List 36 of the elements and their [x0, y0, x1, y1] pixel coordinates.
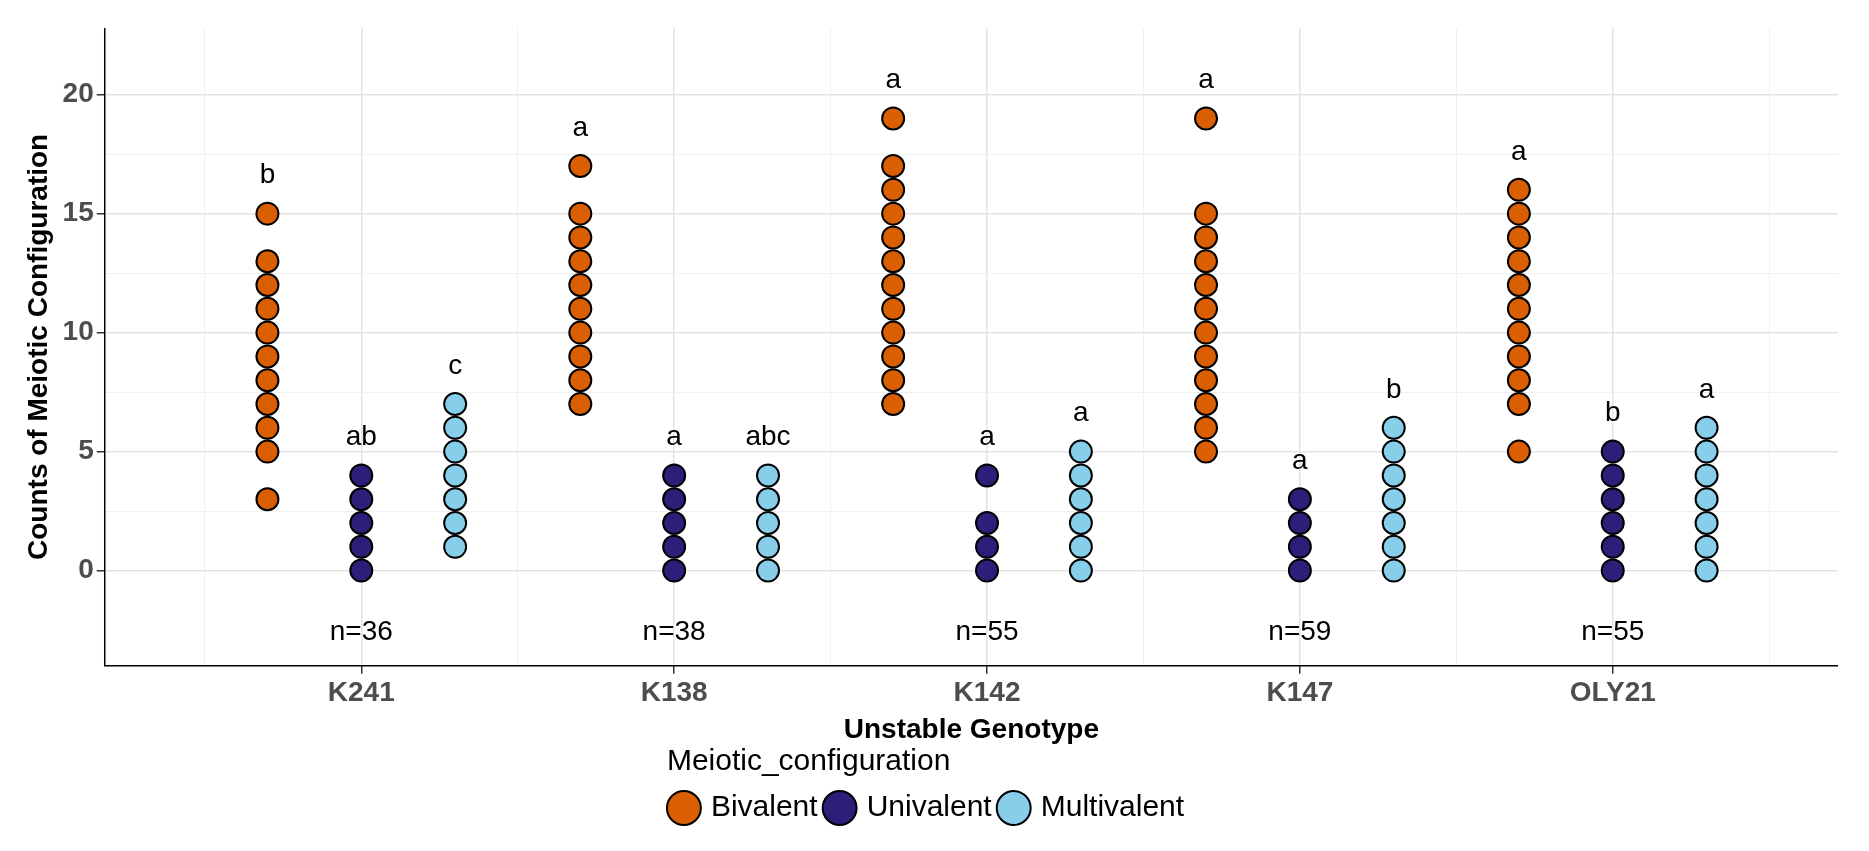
annotation: b	[259, 158, 276, 190]
x-axis-title: Unstable Genotype	[843, 712, 1099, 744]
x-tick-label: OLY21	[1569, 676, 1656, 708]
annotation: n=59	[1268, 614, 1332, 646]
annotation: b	[1385, 372, 1402, 404]
y-tick-label: 20	[62, 77, 94, 109]
annotation: a	[1292, 443, 1309, 475]
x-tick-label: K138	[640, 676, 708, 708]
annotation: ab	[345, 420, 377, 452]
legend-title: Meiotic_configuration	[666, 743, 951, 777]
legend-label: Multivalent	[1040, 789, 1185, 823]
y-tick-label: 0	[78, 553, 94, 585]
annotation: n=55	[1581, 614, 1645, 646]
annotation: a	[1511, 134, 1528, 166]
annotation: a	[979, 420, 996, 452]
annotation: c	[448, 348, 463, 380]
annotation: n=38	[642, 614, 706, 646]
annotation: n=36	[329, 614, 393, 646]
annotation: a	[1198, 63, 1215, 95]
y-tick-label: 15	[62, 196, 94, 228]
annotation: a	[1698, 372, 1715, 404]
y-axis-title: Counts of Meiotic Configuration	[21, 133, 53, 560]
annotation: b	[1604, 396, 1621, 428]
legend-label: Bivalent	[710, 789, 819, 823]
legend-label: Univalent	[866, 789, 993, 823]
annotation: a	[885, 63, 902, 95]
annotation: a	[572, 110, 589, 142]
x-tick-label: K241	[327, 676, 395, 708]
annotation: a	[1073, 396, 1090, 428]
x-tick-label: K147	[1266, 676, 1334, 708]
y-tick-label: 5	[78, 434, 94, 466]
x-tick-label: K142	[953, 676, 1021, 708]
annotation: n=55	[955, 614, 1019, 646]
annotation: abc	[745, 420, 791, 452]
annotation: a	[666, 420, 683, 452]
y-tick-label: 10	[62, 315, 94, 347]
